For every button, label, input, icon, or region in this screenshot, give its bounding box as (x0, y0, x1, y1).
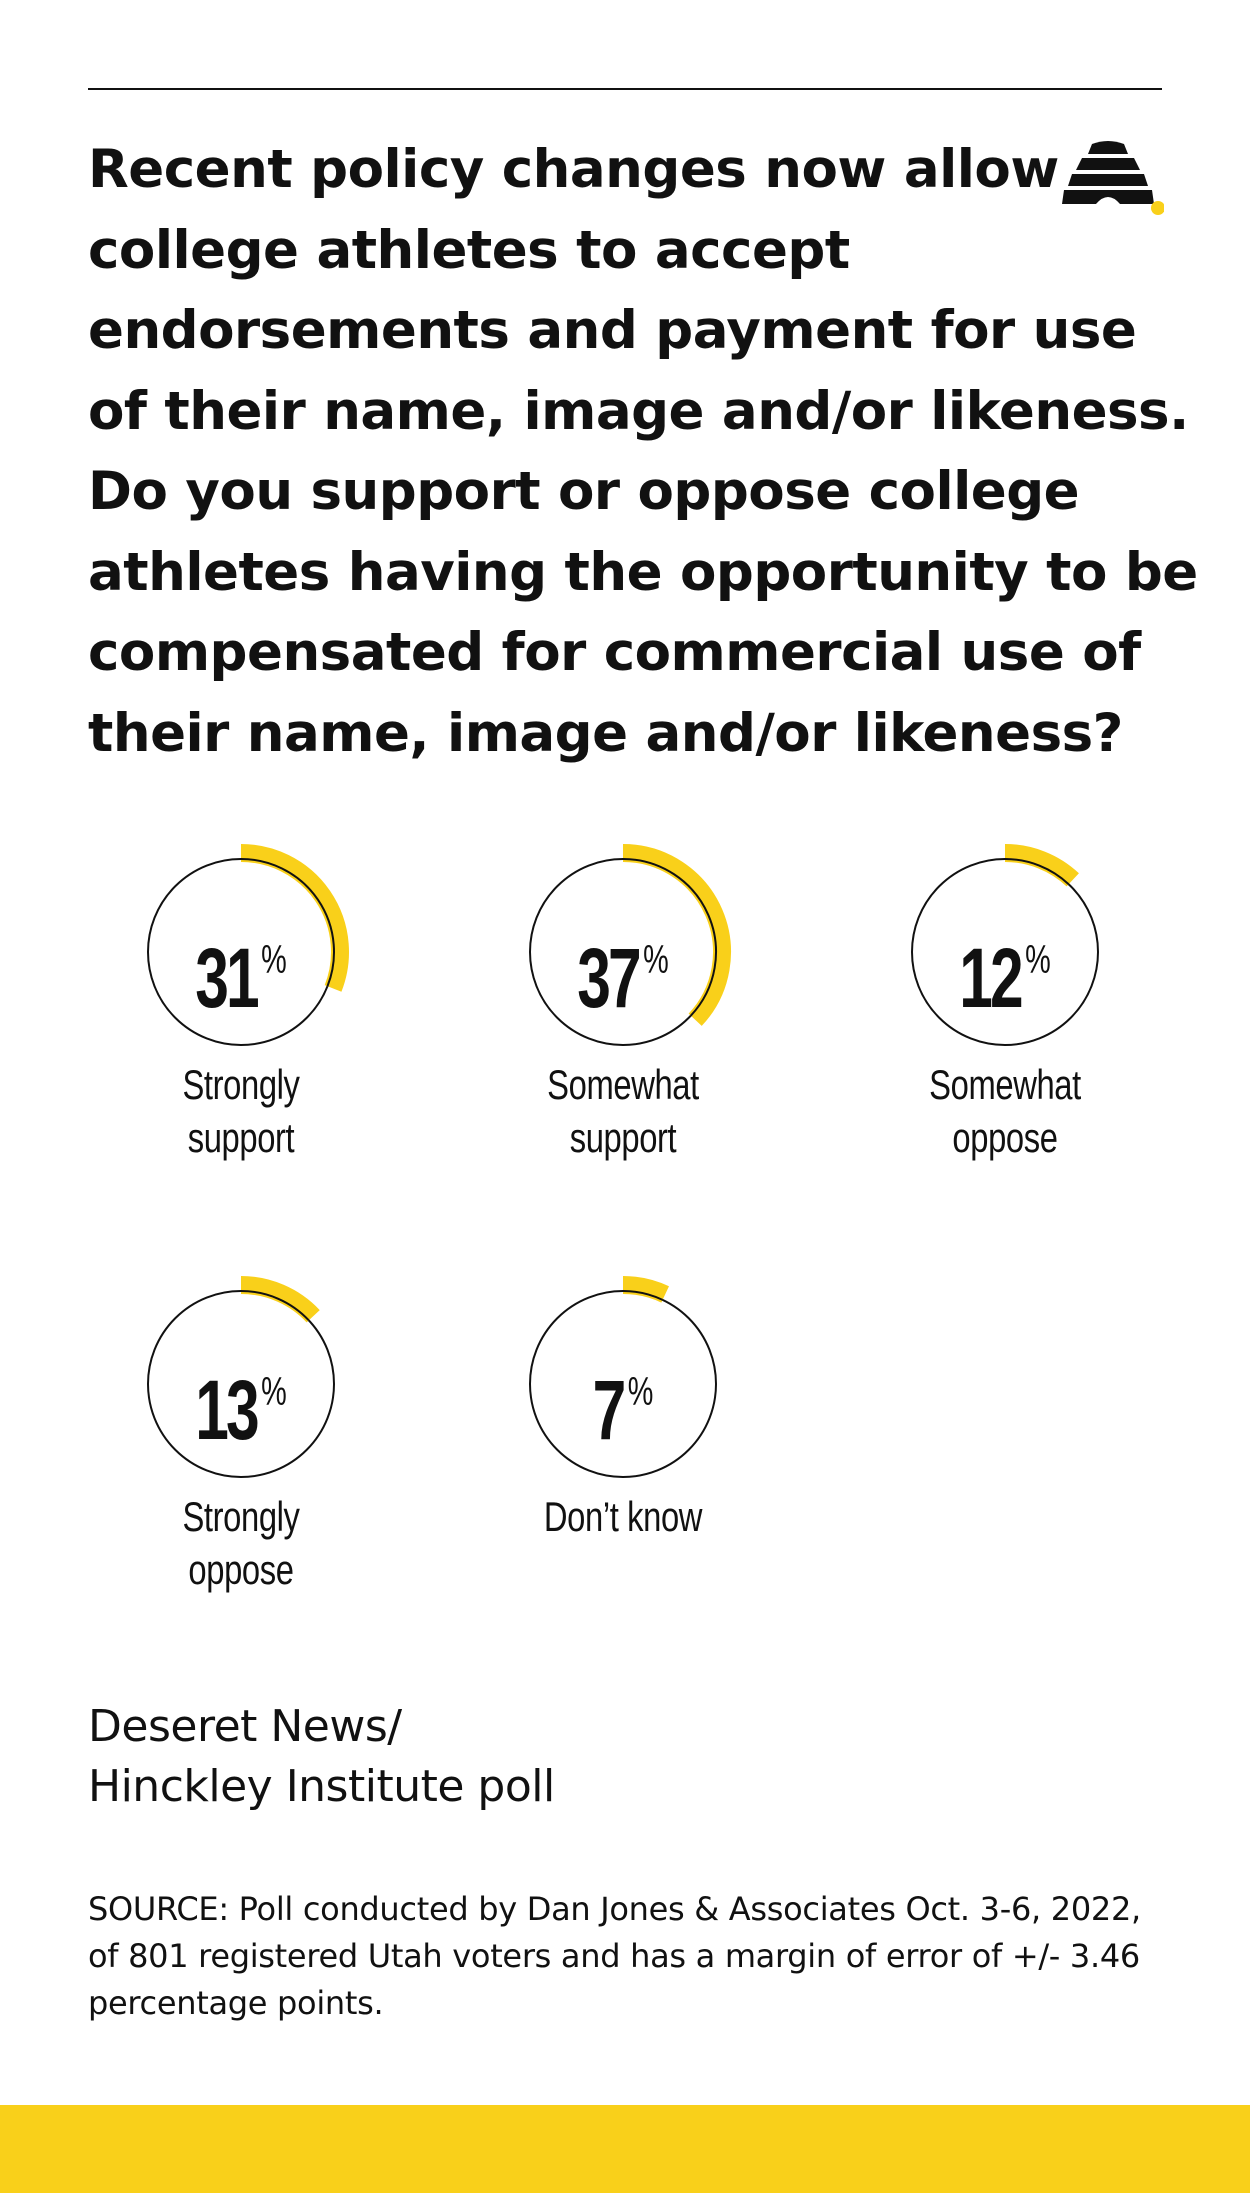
value-number: 12 (959, 931, 1023, 1025)
percent-sign: % (627, 1370, 654, 1414)
category-label: Strongly support (182, 1061, 300, 1161)
value-label: 37% (522, 918, 724, 1020)
percent-sign: % (261, 938, 287, 982)
value-number: 7 (592, 1363, 627, 1457)
result-ring (911, 844, 1099, 1046)
result-item: 37% Somewhat support (483, 800, 763, 1220)
value-label: 7% (522, 1350, 724, 1452)
value-arc (622, 1276, 669, 1303)
beehive-icon (1062, 141, 1164, 215)
percent-sign: % (1025, 938, 1051, 982)
value-number: 31 (195, 931, 259, 1025)
result-item: 12% Somewhat oppose (865, 800, 1145, 1220)
percent-sign: % (261, 1370, 287, 1414)
result-item: 7% Don’t know (483, 1232, 763, 1652)
value-label: 31% (140, 918, 342, 1020)
percent-sign: % (643, 938, 669, 982)
logo-dot (1151, 201, 1164, 215)
value-arc-outline (240, 1290, 310, 1322)
value-arc (622, 844, 731, 1026)
result-item: 13% Strongly oppose (101, 1232, 381, 1652)
footer-band (0, 2105, 1250, 2193)
value-label: 13% (140, 1350, 342, 1452)
result-ring (529, 844, 731, 1046)
top-divider (88, 88, 1162, 90)
category-label: Somewhat oppose (929, 1061, 1081, 1161)
value-label: 12% (904, 918, 1106, 1020)
result-ring (529, 1276, 717, 1478)
value-number: 37 (577, 931, 641, 1025)
result-ring (147, 1276, 335, 1478)
value-arc (240, 1276, 320, 1323)
value-arc-outline (622, 1290, 664, 1301)
value-arc (1004, 844, 1079, 887)
value-arc (240, 844, 349, 992)
result-ring (147, 844, 349, 1046)
category-label: Somewhat support (547, 1061, 699, 1161)
question-heading: Recent policy changes now allow college … (88, 139, 1198, 764)
category-label: Don’t know (543, 1493, 703, 1540)
value-arc-outline (622, 858, 717, 1017)
value-arc-outline (1004, 858, 1070, 885)
category-label: Strongly oppose (182, 1493, 300, 1593)
result-item: 31% Strongly support (101, 800, 381, 1220)
value-number: 13 (195, 1363, 259, 1457)
value-arc-outline (240, 858, 335, 987)
poll-name: Deseret News/ Hinckley Institute poll (88, 1701, 555, 1812)
source-note: SOURCE: Poll conducted by Dan Jones & As… (88, 1890, 1141, 2022)
